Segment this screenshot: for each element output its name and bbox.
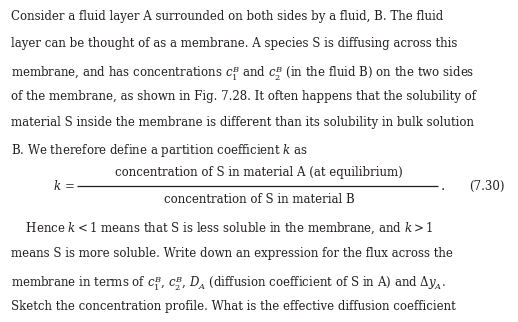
Text: layer can be thought of as a membrane. A species S is diffusing across this: layer can be thought of as a membrane. A… bbox=[11, 37, 458, 50]
Text: membrane in terms of $c_1^B$, $c_2^B$, $D_A$ (diffusion coefficient of S in A) a: membrane in terms of $c_1^B$, $c_2^B$, $… bbox=[11, 274, 447, 293]
Text: Sketch the concentration profile. What is the effective diffusion coefficient: Sketch the concentration profile. What i… bbox=[11, 300, 456, 313]
Text: Hence $k < 1$ means that S is less soluble in the membrane, and $k > 1$: Hence $k < 1$ means that S is less solub… bbox=[11, 221, 434, 236]
Text: B. We therefore define a partition coefficient $k$ as: B. We therefore define a partition coeff… bbox=[11, 142, 309, 159]
Text: $k\,=$: $k\,=$ bbox=[53, 179, 75, 194]
Text: .: . bbox=[440, 180, 444, 193]
Text: Consider a fluid layer A surrounded on both sides by a fluid, B. The fluid: Consider a fluid layer A surrounded on b… bbox=[11, 10, 443, 23]
Text: of the membrane, as shown in Fig. 7.28. It often happens that the solubility of: of the membrane, as shown in Fig. 7.28. … bbox=[11, 90, 477, 102]
Text: concentration of S in material B: concentration of S in material B bbox=[164, 194, 354, 206]
Text: means S is more soluble. Write down an expression for the flux across the: means S is more soluble. Write down an e… bbox=[11, 247, 453, 260]
Text: concentration of S in material A (at equilibrium): concentration of S in material A (at equ… bbox=[115, 166, 403, 179]
Text: membrane, and has concentrations $c_1^B$ and $c_2^B$ (in the fluid B) on the two: membrane, and has concentrations $c_1^B$… bbox=[11, 63, 474, 82]
Text: material S inside the membrane is different than its solubility in bulk solution: material S inside the membrane is differ… bbox=[11, 116, 474, 129]
Text: (7.30): (7.30) bbox=[469, 180, 505, 193]
